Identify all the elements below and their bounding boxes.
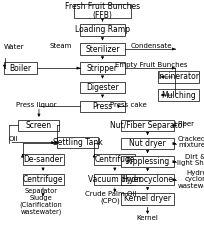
- FancyBboxPatch shape: [120, 156, 173, 167]
- Text: Cracked
mixture: Cracked mixture: [176, 136, 204, 148]
- Text: Hydrocyclone: Hydrocyclone: [121, 175, 173, 184]
- Text: Incinerator: Incinerator: [157, 73, 198, 81]
- FancyBboxPatch shape: [94, 154, 135, 165]
- FancyBboxPatch shape: [157, 71, 198, 83]
- Text: Nut/Fiber Separator: Nut/Fiber Separator: [109, 121, 184, 130]
- FancyBboxPatch shape: [73, 4, 131, 18]
- FancyBboxPatch shape: [80, 82, 124, 93]
- Text: Oil: Oil: [8, 136, 18, 142]
- Text: Boiler: Boiler: [9, 64, 31, 73]
- Text: Digester: Digester: [86, 83, 118, 92]
- Text: Crude Palm Oil
(CPO): Crude Palm Oil (CPO): [85, 191, 136, 205]
- Text: Press cake: Press cake: [110, 102, 146, 108]
- FancyBboxPatch shape: [120, 193, 173, 205]
- FancyBboxPatch shape: [120, 138, 173, 149]
- FancyBboxPatch shape: [157, 89, 198, 101]
- FancyBboxPatch shape: [120, 120, 173, 131]
- Text: Press: Press: [92, 102, 112, 111]
- FancyBboxPatch shape: [80, 43, 124, 55]
- FancyBboxPatch shape: [22, 154, 63, 165]
- Text: Press liquor: Press liquor: [16, 102, 56, 108]
- Text: Empty Fruit Bunches: Empty Fruit Bunches: [115, 62, 187, 68]
- Text: Kernel dryer: Kernel dryer: [123, 195, 170, 203]
- FancyBboxPatch shape: [22, 174, 63, 185]
- FancyBboxPatch shape: [120, 174, 173, 185]
- FancyBboxPatch shape: [80, 101, 124, 112]
- Text: Mulching: Mulching: [160, 91, 195, 99]
- Text: Water: Water: [4, 44, 24, 50]
- Text: Nut dryer: Nut dryer: [129, 139, 165, 148]
- Text: Separator
Sludge
(Clarification
wastewater): Separator Sludge (Clarification wastewat…: [20, 188, 62, 215]
- Text: Fiber: Fiber: [176, 121, 193, 127]
- Text: Dirt &
light Shell: Dirt & light Shell: [176, 154, 204, 166]
- Text: Screen: Screen: [26, 121, 52, 130]
- FancyBboxPatch shape: [94, 174, 135, 185]
- Text: Stripper: Stripper: [86, 64, 118, 73]
- FancyBboxPatch shape: [4, 62, 37, 74]
- Text: Kernel: Kernel: [136, 215, 158, 220]
- Text: Ripplessing: Ripplessing: [125, 157, 169, 166]
- Text: Hydro-
cyclone
wastewater: Hydro- cyclone wastewater: [176, 170, 204, 189]
- Text: Vacuum dryer: Vacuum dryer: [88, 175, 141, 184]
- Text: Centrifuge: Centrifuge: [94, 155, 134, 164]
- Text: Centrifuge: Centrifuge: [23, 175, 63, 184]
- FancyBboxPatch shape: [18, 120, 59, 131]
- Text: Loading Ramp: Loading Ramp: [75, 25, 129, 34]
- Text: Steam: Steam: [49, 43, 71, 49]
- Text: Sterilizer: Sterilizer: [85, 45, 119, 53]
- FancyBboxPatch shape: [80, 24, 124, 36]
- FancyBboxPatch shape: [57, 137, 98, 148]
- Text: Fresh Fruit Bunches
(FFB): Fresh Fruit Bunches (FFB): [65, 2, 139, 20]
- Text: Condensate: Condensate: [130, 43, 172, 49]
- FancyBboxPatch shape: [80, 62, 124, 74]
- Text: Settling Tank: Settling Tank: [53, 138, 102, 147]
- Text: De-sander: De-sander: [23, 155, 63, 164]
